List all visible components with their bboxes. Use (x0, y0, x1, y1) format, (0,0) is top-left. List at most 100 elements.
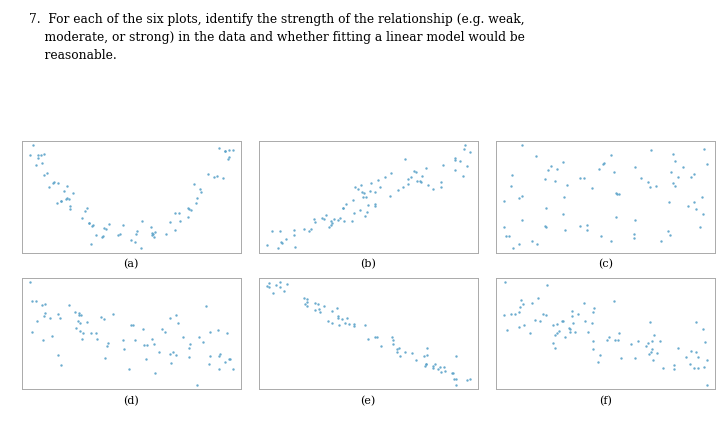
Point (588, 309, 599, 315)
Point (648, 356, 659, 363)
Point (139, 342, 150, 349)
Point (75, 311, 87, 318)
Point (545, 162, 557, 169)
Point (301, 295, 313, 302)
Point (630, 164, 641, 171)
Point (315, 309, 326, 315)
Point (170, 351, 182, 358)
Point (587, 346, 599, 353)
Point (357, 194, 368, 201)
Point (414, 177, 426, 184)
Point (338, 205, 349, 212)
Point (274, 228, 286, 235)
Point (135, 245, 147, 252)
Point (149, 341, 160, 348)
Point (685, 173, 697, 180)
Point (701, 160, 713, 167)
Point (697, 211, 709, 217)
Point (505, 311, 517, 318)
Point (221, 330, 232, 336)
Point (658, 365, 669, 372)
Point (370, 333, 381, 340)
Point (145, 223, 157, 230)
Point (211, 172, 222, 179)
Point (531, 241, 543, 247)
Point (435, 364, 446, 371)
Point (61, 194, 73, 201)
Point (656, 238, 667, 244)
Point (125, 236, 136, 243)
Point (501, 327, 513, 333)
Point (507, 245, 518, 252)
Point (141, 341, 152, 348)
Point (586, 320, 597, 327)
Point (39, 309, 51, 316)
Point (185, 207, 196, 214)
Point (160, 231, 171, 238)
Point (375, 184, 386, 191)
Point (77, 330, 88, 336)
Point (648, 332, 660, 339)
Point (225, 356, 236, 363)
Point (450, 375, 461, 382)
Point (149, 234, 160, 241)
Point (274, 279, 286, 286)
Point (30, 298, 42, 305)
Point (647, 337, 658, 344)
Point (701, 357, 713, 363)
Point (393, 187, 404, 194)
Point (127, 322, 139, 329)
Point (322, 318, 334, 325)
Point (86, 241, 97, 247)
Point (342, 315, 353, 321)
Point (669, 182, 681, 189)
Point (270, 282, 282, 288)
Point (301, 298, 313, 305)
Point (264, 279, 275, 286)
Point (558, 193, 570, 200)
Point (331, 304, 342, 311)
Point (261, 283, 273, 290)
Point (505, 183, 517, 190)
Point (386, 170, 397, 177)
Point (700, 339, 711, 345)
Point (662, 227, 674, 234)
Point (204, 360, 215, 367)
Point (445, 370, 457, 377)
Point (321, 211, 332, 218)
Point (334, 321, 345, 328)
Point (36, 160, 48, 167)
Point (552, 321, 563, 327)
Point (420, 361, 432, 368)
Point (549, 332, 561, 339)
Point (173, 320, 184, 327)
Point (609, 298, 620, 305)
Point (542, 166, 554, 173)
Point (500, 232, 512, 239)
Point (630, 354, 641, 361)
Point (323, 223, 335, 230)
Point (541, 204, 552, 211)
Point (561, 181, 573, 188)
Point (83, 220, 95, 226)
Point (298, 294, 310, 301)
Point (461, 163, 473, 170)
Point (449, 155, 461, 162)
Point (213, 352, 225, 359)
Point (513, 194, 524, 201)
Point (517, 142, 529, 149)
Point (406, 350, 417, 357)
Point (535, 317, 547, 324)
Point (303, 228, 315, 235)
Point (301, 302, 313, 309)
Point (168, 349, 179, 356)
Point (420, 165, 432, 172)
Point (628, 230, 640, 237)
Point (103, 220, 115, 227)
Point (435, 184, 447, 191)
Point (85, 330, 97, 336)
Point (55, 197, 66, 204)
Point (464, 375, 475, 382)
Point (575, 223, 586, 229)
Point (399, 348, 410, 355)
